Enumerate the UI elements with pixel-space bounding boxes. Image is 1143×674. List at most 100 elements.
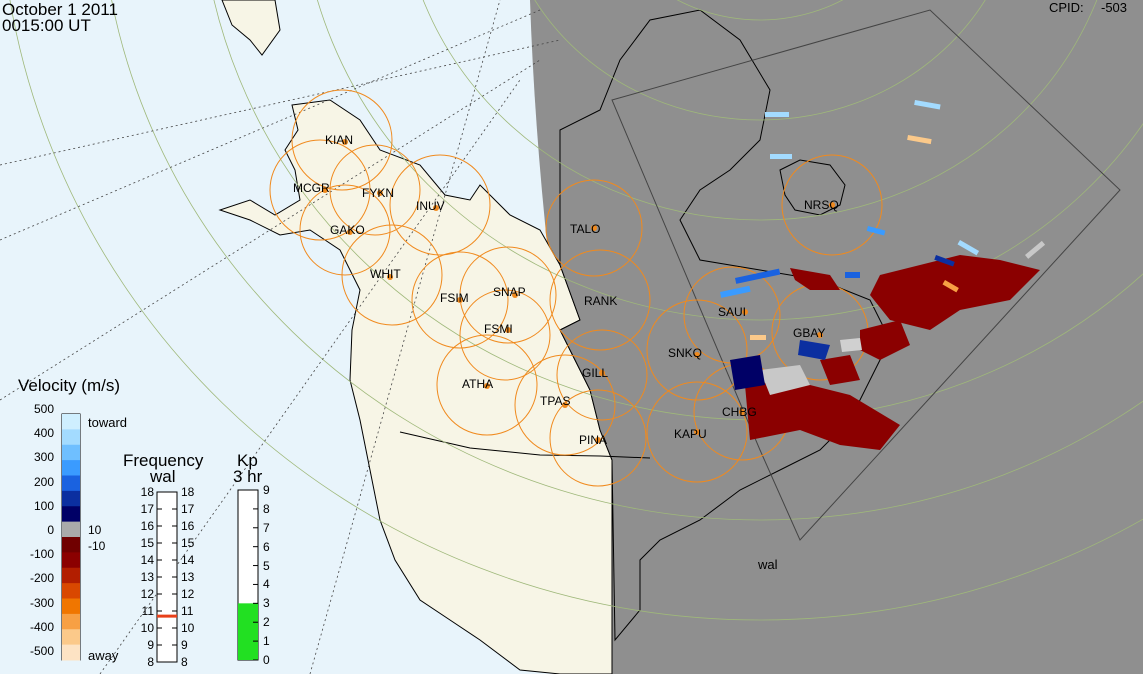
velocity-patch	[914, 100, 941, 110]
kp-scale	[237, 489, 259, 661]
station-label-fsim: FSIM	[440, 291, 469, 305]
velocity-patch	[942, 280, 959, 293]
cpid-label: CPID:	[1049, 0, 1084, 15]
station-label-fykn: FYKN	[362, 186, 395, 200]
frequency-tick-label: 15	[140, 536, 154, 550]
velocity-color-strip	[62, 567, 80, 584]
velocity-patch	[735, 268, 781, 284]
frequency-tick-label: 12	[140, 587, 154, 601]
time-label: 0015:00 UT	[2, 16, 91, 35]
velocity-tick-label: 400	[33, 426, 54, 441]
frequency-subtitle: wal	[150, 467, 176, 486]
velocity-patch	[790, 268, 840, 290]
frequency-tick-label: 9	[147, 638, 154, 652]
frequency-tick-label: 14	[140, 553, 154, 567]
kp-tick-label: 8	[263, 501, 270, 516]
velocity-color-strip	[62, 460, 80, 476]
station-label-kapu: KAPU	[674, 427, 707, 441]
velocity-patch	[845, 272, 860, 278]
station-label-nrsq: NRSQ	[804, 198, 839, 212]
velocity-tick-label: 200	[33, 474, 54, 489]
velocity-toward-label: toward	[88, 415, 128, 430]
velocity-tick-label: 100	[33, 498, 54, 513]
station-label-pina: PINA	[579, 433, 608, 447]
date-label: October 1 2011	[2, 0, 118, 19]
station-label-snap: SNAP	[493, 285, 526, 299]
velocity-color-strip	[62, 521, 80, 538]
velocity-title: Velocity (m/s)	[18, 376, 121, 395]
velocity-color-strip	[62, 475, 80, 492]
frequency-title: Frequency	[123, 451, 204, 470]
velocity-color-strip	[62, 644, 80, 661]
velocity-patch	[760, 365, 810, 395]
velocity-tick-label: 0	[47, 523, 54, 537]
station-label-fsmi: FSMI	[484, 322, 513, 336]
station-label-whit: WHIT	[370, 267, 401, 281]
velocity-cells	[720, 100, 1046, 450]
landmass-day	[218, 0, 613, 674]
station-label-snkq: SNKQ	[668, 346, 703, 360]
velocity-color-strip	[62, 414, 80, 430]
velocity-colorbar	[61, 413, 81, 661]
velocity-tick-label: 300	[33, 450, 54, 465]
frequency-scale	[156, 491, 178, 663]
velocity-threshold-neg: -10	[88, 539, 106, 553]
station-label-gill: GILL	[582, 366, 609, 380]
frequency-tick-label: 11	[181, 604, 194, 618]
frequency-tick-label: 17	[140, 502, 154, 516]
velocity-color-strip	[62, 537, 80, 553]
velocity-color-strip	[62, 429, 80, 446]
velocity-threshold-pos: 10	[88, 523, 102, 537]
frequency-tick-label: 13	[140, 570, 154, 584]
velocity-patch	[840, 338, 862, 352]
kp-tick-label: 1	[263, 634, 270, 649]
greenland-outline	[779, 159, 846, 216]
velocity-color-strip	[62, 613, 80, 630]
frequency-tick-label: 8	[181, 655, 188, 669]
frequency-tick-label: 13	[181, 570, 195, 584]
velocity-patch	[1025, 240, 1046, 259]
velocity-color-strip	[62, 490, 80, 507]
velocity-patch	[720, 285, 751, 298]
station-label-chbg: CHBG	[722, 405, 757, 419]
frequency-tick-label: 11	[141, 604, 154, 618]
kp-tick-label: 6	[263, 539, 270, 554]
velocity-patch	[730, 355, 765, 390]
velocity-patch	[750, 335, 766, 340]
velocity-color-strip	[62, 444, 80, 461]
frequency-tick-label: 8	[147, 655, 154, 669]
velocity-patch	[907, 135, 932, 145]
frequency-tick-label: 12	[181, 587, 195, 601]
velocity-tick-label: 500	[33, 402, 54, 416]
velocity-patch	[934, 254, 955, 267]
velocity-patch	[866, 226, 886, 236]
frequency-tick-label: 10	[181, 621, 195, 635]
station-label-inuv: INUV	[416, 199, 445, 213]
velocity-patch	[770, 154, 792, 159]
velocity-patch	[957, 240, 980, 256]
kp-tick-label: 5	[263, 558, 270, 573]
velocity-tick-label: -400	[29, 619, 54, 634]
velocity-color-strip	[62, 629, 80, 646]
fov-label: wal	[758, 557, 778, 572]
station-label-kian: KIAN	[325, 133, 354, 147]
station-label-gbay: GBAY	[793, 326, 826, 340]
kp-tick-label: 9	[263, 483, 270, 497]
frequency-tick-label: 16	[140, 519, 154, 533]
kp-tick-label: 0	[263, 653, 270, 667]
kp-fill-bar	[238, 603, 258, 660]
frequency-tick-label: 17	[181, 502, 195, 516]
velocity-patch	[870, 255, 1040, 330]
velocity-patch	[745, 380, 900, 450]
station-label-talo: TALO	[570, 222, 601, 236]
frequency-tick-label: 16	[181, 519, 195, 533]
kp-tick-label: 7	[263, 520, 270, 535]
kp-tick-label: 2	[263, 615, 270, 630]
velocity-color-strip	[62, 552, 80, 569]
velocity-color-strip	[62, 583, 80, 599]
station-label-mcgr: MCGR	[293, 181, 330, 195]
frequency-tick-label: 15	[181, 536, 195, 550]
velocity-tick-label: -500	[29, 644, 54, 658]
frequency-tick-label: 18	[181, 485, 195, 499]
